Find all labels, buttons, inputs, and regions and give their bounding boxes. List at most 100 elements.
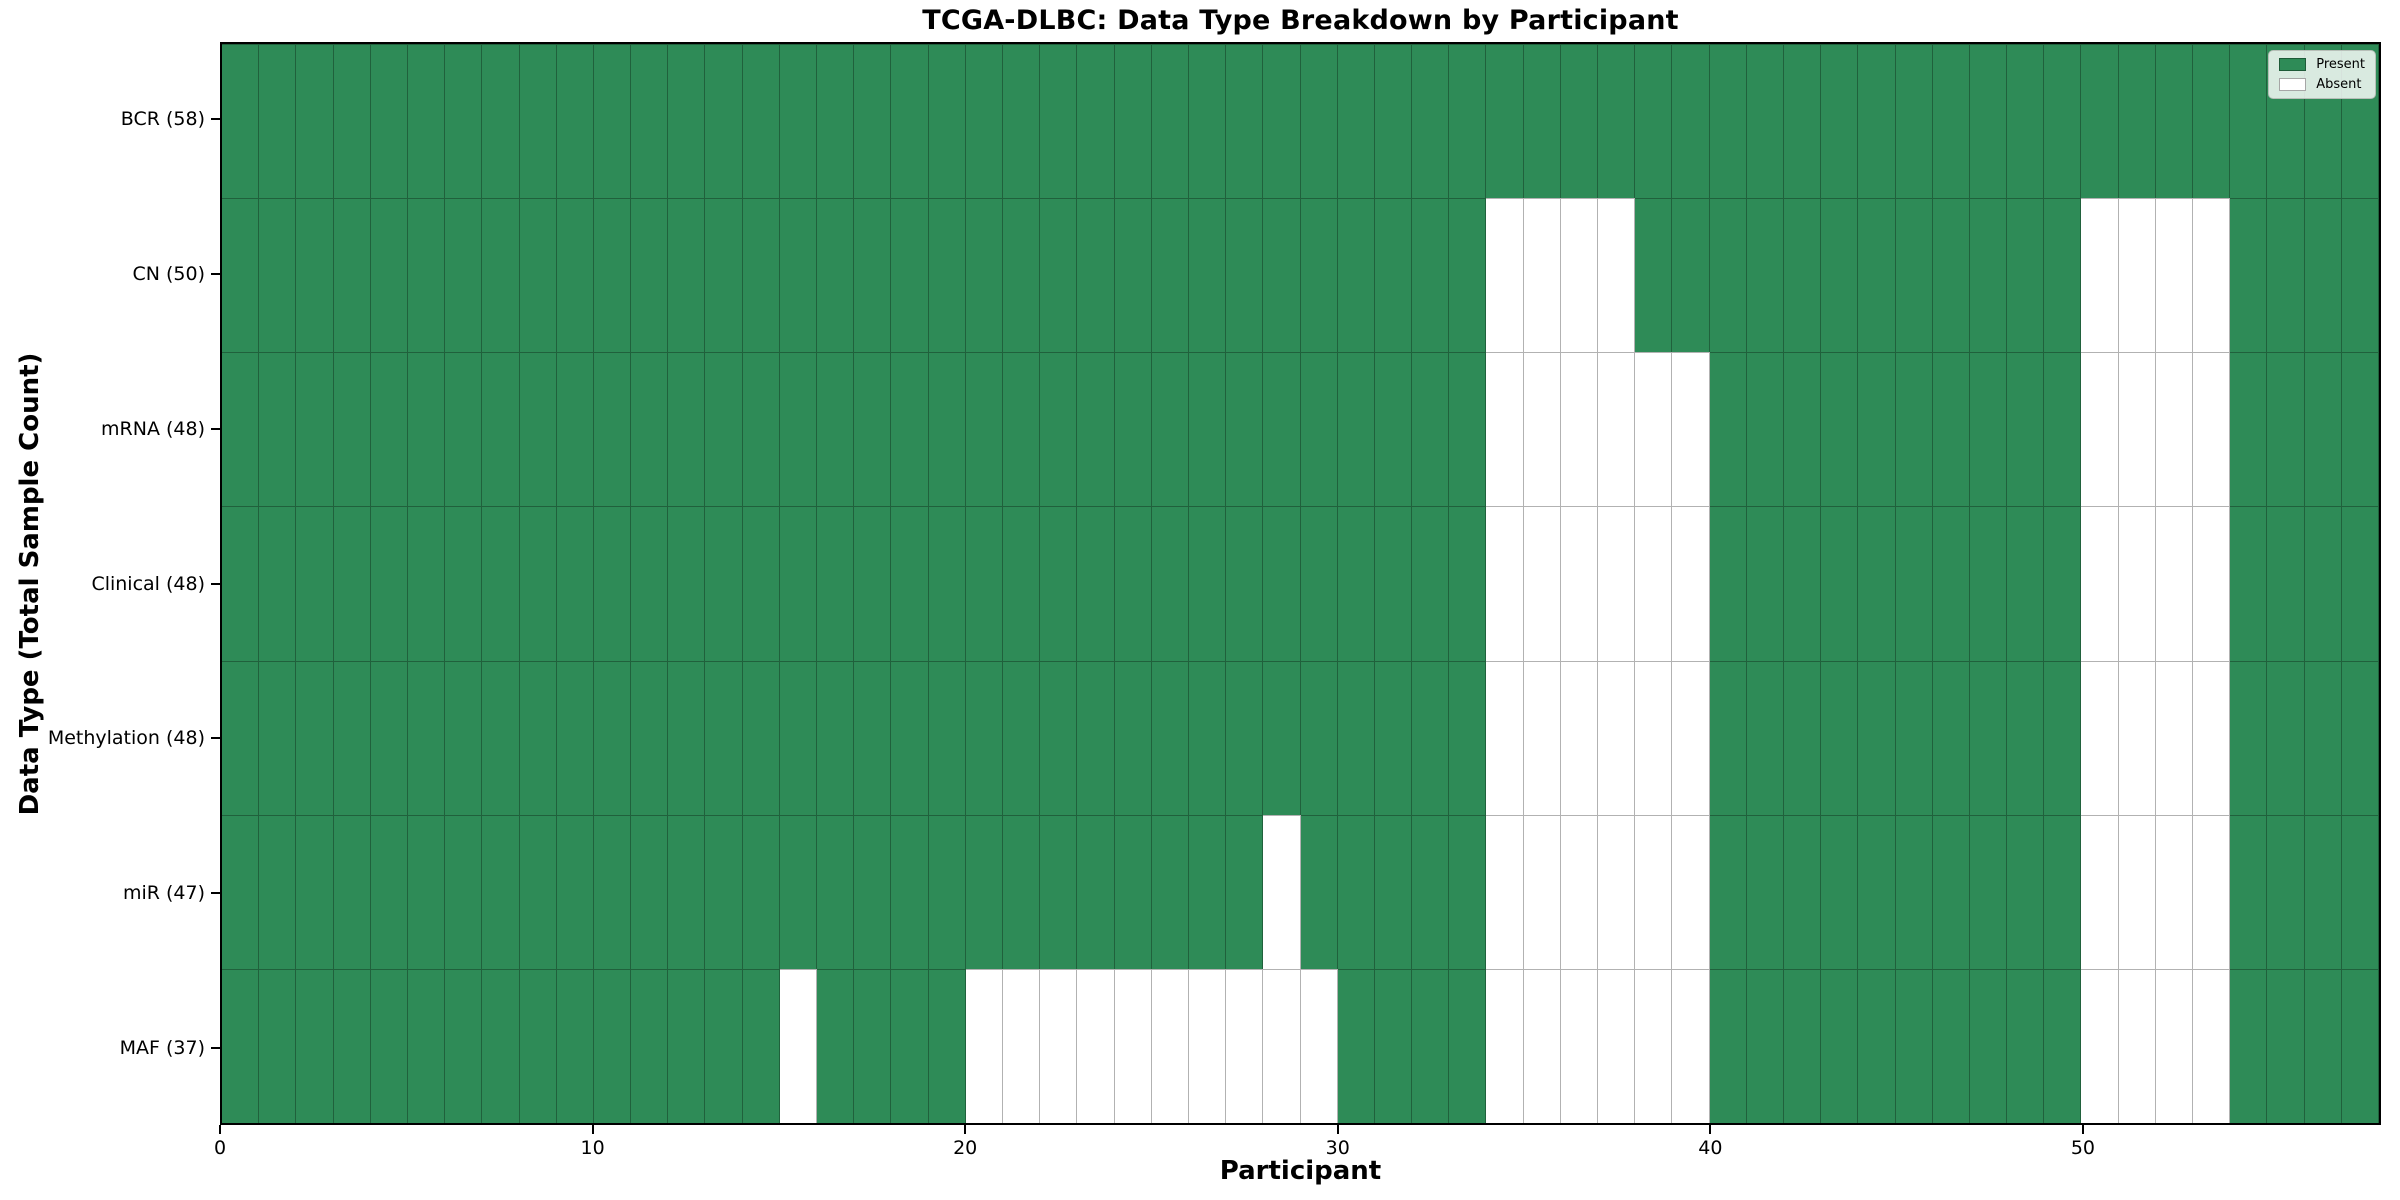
heatmap-cell [407,198,446,353]
heatmap-cell [1337,814,1375,969]
heatmap-cell [1040,44,1078,199]
heatmap-cell [2267,660,2305,815]
heatmap-cell [2193,198,2231,353]
heatmap-cell [2230,198,2268,353]
heatmap-cell [2155,506,2194,661]
heatmap-cell [928,44,966,199]
heatmap-cell [482,198,520,353]
y-tick-label: mRNA (48) [101,417,205,440]
heatmap-cell [1374,968,1413,1123]
heatmap-cell [965,44,1003,199]
heatmap-cell [779,968,818,1123]
y-tick-mark [211,1046,220,1049]
heatmap-cell [445,506,483,661]
heatmap-cell [1598,814,1636,969]
y-tick-label: CN (50) [132,263,205,286]
heatmap-cell [1077,44,1115,199]
heatmap-cell [668,198,706,353]
heatmap-cell [1672,44,1710,199]
heatmap-cell [407,352,446,507]
heatmap-cell [1635,506,1673,661]
heatmap-cell [1821,814,1859,969]
heatmap-cell [1300,506,1338,661]
heatmap-cell [1895,506,1933,661]
heatmap-cell [779,198,818,353]
heatmap-cell [2193,968,2231,1123]
heatmap-cell [556,352,594,507]
heatmap-cell [1969,44,2008,199]
heatmap-cell [445,660,483,815]
heatmap-cell [817,506,855,661]
x-tick-label: 40 [1698,1137,1723,1159]
heatmap-cell [1560,352,1599,507]
heatmap-cell [817,44,855,199]
y-tick-mark [211,427,220,430]
heatmap-cell [222,198,260,353]
heatmap-cell [2193,660,2231,815]
heatmap-cell [1821,660,1859,815]
heatmap-cell [1002,814,1041,969]
y-tick-mark [211,737,220,740]
heatmap-cell [2044,198,2082,353]
heatmap-cell [1598,352,1636,507]
heatmap-cell [1895,968,1933,1123]
x-tick-label: 20 [953,1137,978,1159]
plot-area: Present Absent [220,42,2381,1125]
heatmap-cell [296,814,334,969]
heatmap-cell [482,814,520,969]
heatmap-cell [1486,968,1524,1123]
heatmap-cell [965,506,1003,661]
heatmap-cell [779,506,818,661]
x-tick-mark [1709,1125,1712,1134]
heatmap-cell [668,814,706,969]
x-tick-mark [964,1125,967,1134]
heatmap-cell [519,198,557,353]
heatmap-cell [1709,968,1747,1123]
heatmap-cell [2118,44,2156,199]
heatmap-cell [854,506,892,661]
heatmap-cell [1151,352,1189,507]
heatmap-cell [2081,814,2119,969]
heatmap-cell [2267,968,2305,1123]
heatmap-cell [1635,352,1673,507]
heatmap-cell [1040,506,1078,661]
heatmap-cell [1486,660,1524,815]
heatmap-cell [854,814,892,969]
heatmap-cell [1151,814,1189,969]
heatmap-cell [445,968,483,1123]
heatmap-cell [556,506,594,661]
heatmap-cell [296,968,334,1123]
heatmap-cell [2155,968,2194,1123]
heatmap-cell [705,352,743,507]
heatmap-cell [2155,198,2194,353]
heatmap-cell [2304,198,2342,353]
heatmap-cell [1077,198,1115,353]
heatmap-cell [1560,814,1599,969]
heatmap-cell [668,352,706,507]
heatmap-cell [1300,660,1338,815]
heatmap-cell [1002,968,1041,1123]
heatmap-cell [556,968,594,1123]
heatmap-cell [928,968,966,1123]
heatmap-cell [1300,44,1338,199]
heatmap-cell [1114,968,1152,1123]
heatmap-cell [1598,44,1636,199]
heatmap-cell [259,506,297,661]
heatmap-cell [482,506,520,661]
heatmap-cell [2341,506,2379,661]
heatmap-cell [2007,506,2045,661]
heatmap-cell [1188,198,1227,353]
heatmap-cell [2341,198,2379,353]
heatmap-cell [1672,660,1710,815]
y-tick-label: Clinical (48) [91,572,205,595]
heatmap-cell [1895,352,1933,507]
y-tick-mark [211,273,220,276]
heatmap-cell [1821,968,1859,1123]
heatmap-cell [1077,352,1115,507]
heatmap-cell [1337,352,1375,507]
heatmap-cell [705,814,743,969]
heatmap-cell [2304,968,2342,1123]
heatmap-cell [1523,968,1561,1123]
heatmap-cell [928,506,966,661]
heatmap-cell [1337,44,1375,199]
